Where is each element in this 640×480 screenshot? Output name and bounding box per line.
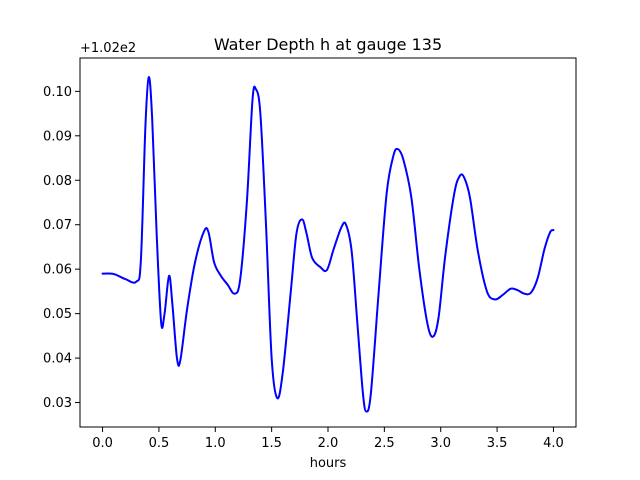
- x-tick-label: 0.0: [92, 436, 113, 451]
- y-tick-label: 0.10: [43, 85, 72, 100]
- series-line: [101, 76, 555, 413]
- x-tick-label: 2.5: [374, 436, 395, 451]
- y-axis-ticks: 0.03 0.04 0.05 0.06 0.07 0.08 0.09 0.10: [43, 85, 80, 411]
- x-axis-label: hours: [310, 456, 347, 471]
- y-tick-label: 0.04: [43, 352, 72, 367]
- x-tick-label: 3.5: [487, 436, 508, 451]
- y-tick-label: 0.08: [43, 174, 72, 189]
- x-tick-label: 2.0: [318, 436, 339, 451]
- x-tick-label: 1.5: [261, 436, 282, 451]
- y-tick-label: 0.07: [43, 218, 72, 233]
- y-tick-label: 0.05: [43, 307, 72, 322]
- plot-frame: [79, 57, 577, 428]
- y-tick-label: 0.09: [43, 129, 72, 144]
- y-axis-offset-label: +1.02e2: [80, 41, 136, 56]
- x-tick-label: 4.0: [543, 436, 564, 451]
- x-tick-label: 0.5: [149, 436, 170, 451]
- x-tick-label: 1.0: [205, 436, 226, 451]
- x-axis-ticks: 0.0 0.5 1.0 1.5 2.0 2.5 3.0 3.5 4.0: [92, 427, 564, 451]
- y-tick-label: 0.03: [43, 396, 72, 411]
- chart-title: Water Depth h at gauge 135: [214, 35, 442, 54]
- x-tick-label: 3.0: [430, 436, 451, 451]
- y-tick-label: 0.06: [43, 263, 72, 278]
- plot-area: 0.0 0.5 1.0 1.5 2.0 2.5 3.0 3.5 4.0 0.03 0.04 0.05…: [43, 57, 577, 451]
